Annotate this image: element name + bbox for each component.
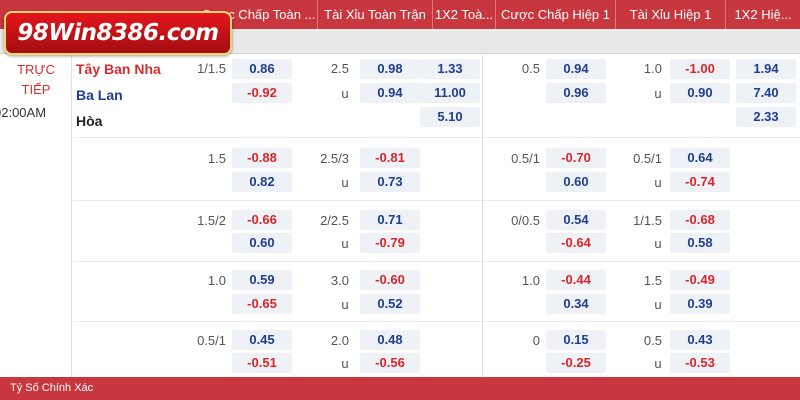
half1-total-line: 0.5/1 xyxy=(633,151,662,166)
under-label: u xyxy=(341,356,349,371)
odds-over[interactable]: 0.71 xyxy=(360,210,420,230)
half1-under-label: u xyxy=(654,297,662,312)
under-label: u xyxy=(341,297,349,312)
odds-half1-handicap-home[interactable]: -0.44 xyxy=(546,270,606,290)
total-line: 2/2.5 xyxy=(320,213,349,228)
odds-1x2-home[interactable]: 1.33 xyxy=(420,59,480,79)
odds-handicap-home[interactable]: 0.86 xyxy=(232,59,292,79)
half1-handicap-line: 0.5/1 xyxy=(511,151,540,166)
handicap-line: 1/1.5 xyxy=(197,61,226,76)
odds-half1-under[interactable]: -0.53 xyxy=(670,353,730,373)
header-col-1x2-half1[interactable]: 1X2 Hiệ... xyxy=(734,7,792,22)
odds-half1-1x2-home[interactable]: 1.94 xyxy=(736,59,796,79)
odds-half1-over[interactable]: -0.68 xyxy=(670,210,730,230)
odds-under[interactable]: 0.94 xyxy=(360,83,420,103)
total-line: 2.5 xyxy=(330,61,349,76)
odds-half1-handicap-away[interactable]: -0.25 xyxy=(546,353,606,373)
column-divider-half xyxy=(482,55,483,377)
header-col-1x2-fulltime[interactable]: 1X2 Toà... xyxy=(433,0,496,29)
odds-1x2-draw[interactable]: 5.10 xyxy=(420,107,480,127)
odds-handicap-home[interactable]: -0.66 xyxy=(232,210,292,230)
odds-handicap-home[interactable]: -0.88 xyxy=(232,148,292,168)
odds-half1-handicap-home[interactable]: 0.54 xyxy=(546,210,606,230)
live-status-line2: TIẾP xyxy=(21,82,51,97)
under-label: u xyxy=(341,86,349,101)
row-divider xyxy=(73,261,800,262)
under-label: u xyxy=(341,236,349,251)
odds-handicap-home[interactable]: 0.59 xyxy=(232,270,292,290)
odds-half1-under[interactable]: -0.74 xyxy=(670,172,730,192)
team-away[interactable]: Ba Lan xyxy=(76,87,123,103)
match-time-column: TRỰC TIẾP 02:00AM xyxy=(0,55,72,377)
handicap-line: 1.5 xyxy=(207,151,226,166)
team-home[interactable]: Tây Ban Nha xyxy=(76,61,161,77)
total-line: 3.0 xyxy=(330,273,349,288)
half1-under-label: u xyxy=(654,86,662,101)
odds-handicap-away[interactable]: -0.51 xyxy=(232,353,292,373)
row-divider xyxy=(73,200,800,201)
odds-handicap-home[interactable]: 0.45 xyxy=(232,330,292,350)
half1-total-line: 1.0 xyxy=(643,61,662,76)
correct-score-section-bar[interactable]: Tỷ Số Chính Xác xyxy=(0,377,800,400)
odds-half1-handicap-away[interactable]: 0.60 xyxy=(546,172,606,192)
under-label: u xyxy=(341,175,349,190)
odds-under[interactable]: 0.52 xyxy=(360,294,420,314)
odds-handicap-away[interactable]: 0.60 xyxy=(232,233,292,253)
half1-under-label: u xyxy=(654,356,662,371)
odds-half1-over[interactable]: -1.00 xyxy=(670,59,730,79)
half1-total-line: 1.5 xyxy=(643,273,662,288)
odds-half1-over[interactable]: 0.43 xyxy=(670,330,730,350)
row-divider xyxy=(73,321,800,322)
half1-total-line: 1/1.5 xyxy=(633,213,662,228)
header-col-overunder-fulltime[interactable]: Tài Xỉu Toàn Trận xyxy=(318,0,433,29)
odds-half1-handicap-away[interactable]: -0.64 xyxy=(546,233,606,253)
half1-handicap-line: 1.0 xyxy=(521,273,540,288)
brand-logo: 98Win8386.com xyxy=(4,11,232,55)
half1-handicap-line: 0.5 xyxy=(521,61,540,76)
half1-under-label: u xyxy=(654,175,662,190)
handicap-line: 1.0 xyxy=(207,273,226,288)
half1-under-label: u xyxy=(654,236,662,251)
odds-handicap-away[interactable]: 0.82 xyxy=(232,172,292,192)
odds-handicap-away[interactable]: -0.92 xyxy=(232,83,292,103)
odds-half1-1x2-away[interactable]: 7.40 xyxy=(736,83,796,103)
odds-half1-under[interactable]: 0.39 xyxy=(670,294,730,314)
odds-under[interactable]: -0.79 xyxy=(360,233,420,253)
odds-over[interactable]: 0.98 xyxy=(360,59,420,79)
header-col-handicap-half1[interactable]: Cược Chấp Hiệp 1 xyxy=(496,0,616,29)
half1-handicap-line: 0/0.5 xyxy=(511,213,540,228)
header-col-overunder-half1[interactable]: Tài Xỉu Hiệp 1 xyxy=(616,0,726,29)
odds-half1-handicap-home[interactable]: 0.15 xyxy=(546,330,606,350)
odds-half1-handicap-away[interactable]: 0.34 xyxy=(546,294,606,314)
odds-under[interactable]: -0.56 xyxy=(360,353,420,373)
live-status-line1: TRỰC xyxy=(17,62,55,77)
odds-1x2-away[interactable]: 11.00 xyxy=(420,83,480,103)
correct-score-label: Tỷ Số Chính Xác xyxy=(10,382,94,394)
brand-logo-text: 98Win8386.com xyxy=(17,20,219,46)
odds-handicap-away[interactable]: -0.65 xyxy=(232,294,292,314)
odds-half1-handicap-away[interactable]: 0.96 xyxy=(546,83,606,103)
total-line: 2.0 xyxy=(330,333,349,348)
half1-total-line: 0.5 xyxy=(643,333,662,348)
total-line: 2.5/3 xyxy=(320,151,349,166)
odds-over[interactable]: 0.48 xyxy=(360,330,420,350)
odds-half1-handicap-home[interactable]: 0.94 xyxy=(546,59,606,79)
odds-half1-under[interactable]: 0.90 xyxy=(670,83,730,103)
handicap-line: 0.5/1 xyxy=(197,333,226,348)
odds-half1-under[interactable]: 0.58 xyxy=(670,233,730,253)
odds-over[interactable]: -0.60 xyxy=(360,270,420,290)
team-draw: Hòa xyxy=(76,113,103,129)
handicap-line: 1.5/2 xyxy=(197,213,226,228)
odds-half1-handicap-home[interactable]: -0.70 xyxy=(546,148,606,168)
odds-under[interactable]: 0.73 xyxy=(360,172,420,192)
odds-half1-over[interactable]: 0.64 xyxy=(670,148,730,168)
odds-half1-1x2-draw[interactable]: 2.33 xyxy=(736,107,796,127)
match-kickoff-time: 02:00AM xyxy=(0,105,47,120)
row-divider xyxy=(73,137,800,138)
odds-over[interactable]: -0.81 xyxy=(360,148,420,168)
half1-handicap-line: 0 xyxy=(532,333,540,348)
odds-half1-over[interactable]: -0.49 xyxy=(670,270,730,290)
